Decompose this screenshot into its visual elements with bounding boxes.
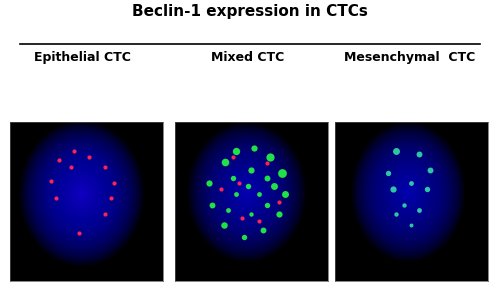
Point [224,207,232,212]
Point [52,196,60,201]
Point [100,164,108,169]
Point [70,149,78,153]
Point [232,149,240,153]
Point [208,202,216,207]
Point [415,152,423,156]
Point [232,191,240,196]
Point [229,176,237,180]
Point [260,228,268,233]
Point [244,183,252,188]
Point [274,199,282,204]
Point [278,171,286,175]
Point [235,180,243,185]
Point [229,155,237,159]
Point [238,215,246,220]
Point [67,164,75,169]
Point [255,191,263,196]
Point [262,176,270,180]
Point [262,202,270,207]
Point [47,179,55,183]
Point [74,231,82,236]
Text: Beclin-1 expression in CTCs: Beclin-1 expression in CTCs [132,4,368,19]
Point [248,168,256,172]
Text: Mixed CTC: Mixed CTC [211,51,284,64]
Point [407,223,415,228]
Point [248,212,256,217]
Point [86,155,94,159]
Text: Epithelial CTC: Epithelial CTC [34,51,131,64]
Point [262,161,270,166]
Point [415,207,423,212]
Point [422,187,430,191]
Point [281,191,289,196]
Point [407,180,415,185]
Point [110,180,118,185]
Point [55,158,63,162]
Point [426,168,434,172]
Point [266,155,274,159]
Point [222,160,230,164]
Point [270,183,278,188]
Point [106,196,114,201]
Point [220,223,228,228]
Point [204,180,212,185]
Point [384,171,392,175]
Point [250,145,258,150]
Point [392,149,400,153]
Point [389,187,397,191]
Point [392,212,400,217]
Point [274,212,282,217]
Point [255,218,263,223]
Text: Mesenchymal  CTC: Mesenchymal CTC [344,51,476,64]
Point [240,234,248,239]
Point [100,212,108,217]
Point [400,202,407,207]
Point [217,187,225,191]
